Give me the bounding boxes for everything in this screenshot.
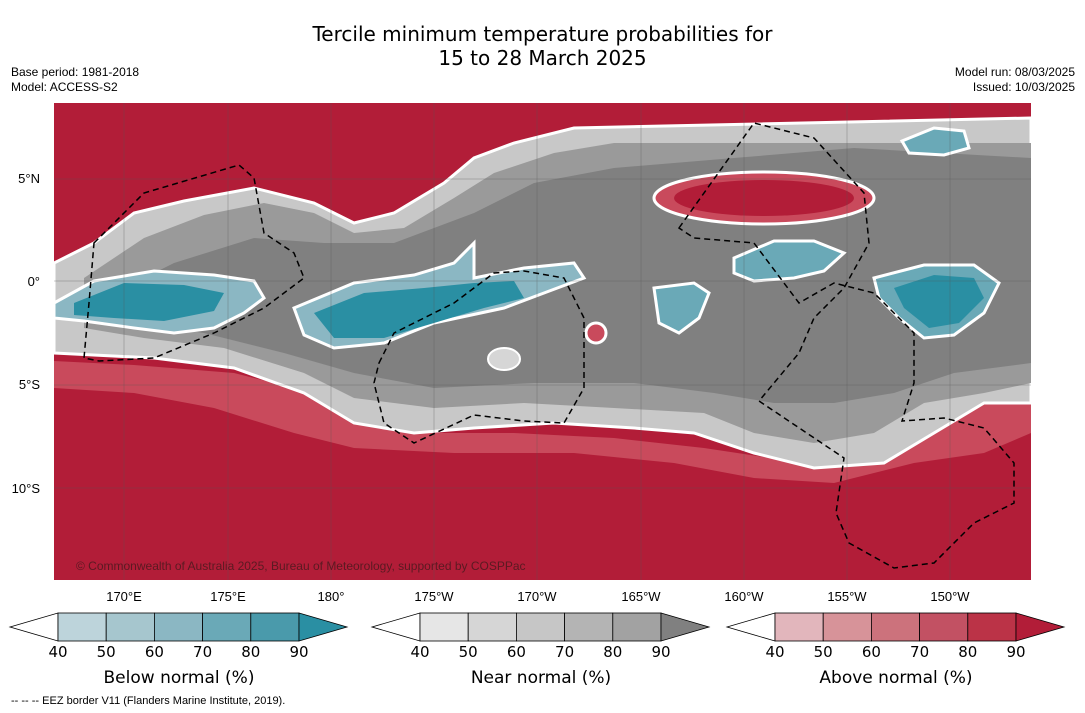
map-graphic [54, 103, 1031, 580]
colorbar-tick-label: 60 [144, 643, 164, 661]
colorbar-extend-low [8, 612, 59, 642]
colorbar-tick-label: 40 [410, 643, 430, 661]
lon-label-175e: 175°E [210, 589, 246, 604]
above-normal-patch-north-core [674, 180, 854, 216]
colorbar-segment [967, 612, 1017, 642]
colorbar-tick-label: 80 [241, 643, 261, 661]
colorbar-tick-label: 90 [651, 643, 671, 661]
colorbar-extend-low [370, 612, 421, 642]
graticule [54, 103, 1031, 580]
colorbar-tick-label: 60 [861, 643, 881, 661]
lon-label-175w: 175°W [414, 589, 454, 604]
colorbars-graphic [8, 612, 1066, 642]
colorbar-extend-high [298, 612, 349, 642]
colorbar-label-below: Below normal (%) [103, 668, 255, 688]
colorbar-tick-label: 70 [193, 643, 213, 661]
colorbar-label-above: Above normal (%) [819, 668, 973, 688]
lat-label-5s: 5°S [18, 377, 40, 392]
colorbar-segment [153, 612, 203, 642]
colorbar-tick-label: 50 [458, 643, 478, 661]
issued-text: Issued: 10/03/2025 [972, 80, 1075, 94]
eez-note: -- -- -- EEZ border V11 (Flanders Marine… [11, 695, 286, 707]
eez-borders [83, 122, 1015, 569]
colorbar-tick-label: 70 [910, 643, 930, 661]
colorbar-tick-label: 50 [813, 643, 833, 661]
colorbar-extend-low [725, 612, 776, 642]
colorbar-segment [419, 612, 469, 642]
colorbar-label-near: Near normal (%) [470, 668, 612, 688]
below-normal-patch-far-east-core [894, 275, 984, 328]
colorbar-segment [871, 612, 921, 642]
lon-label-170w: 170°W [517, 589, 557, 604]
above-normal-dot [584, 321, 608, 345]
colorbar-segment [467, 612, 517, 642]
title-line-1: Tercile minimum temperature probabilitie… [312, 22, 773, 46]
model-run-text: Model run: 08/03/2025 [954, 65, 1075, 79]
lon-label-170e: 170°E [106, 589, 142, 604]
lon-label-150w: 150°W [930, 589, 970, 604]
colorbar-tick-label: 90 [289, 643, 309, 661]
colorbar-extend-high [660, 612, 711, 642]
map-title: Tercile minimum temperature probabilitie… [0, 22, 1085, 70]
lon-label-165w: 165°W [621, 589, 661, 604]
colorbar-segment [250, 612, 300, 642]
near-normal-spot [487, 347, 521, 371]
colorbar-segment [516, 612, 566, 642]
colorbar-tick-label: 60 [506, 643, 526, 661]
lon-label-160w: 160°W [724, 589, 764, 604]
base-period-text: Base period: 1981-2018 [11, 65, 140, 79]
colorbar-segment [774, 612, 824, 642]
below-normal-patch-small [652, 281, 711, 335]
colorbar-segment [202, 612, 252, 642]
colorbar-segment [612, 612, 662, 642]
probability-map [54, 103, 1031, 580]
colorbar-tick-label: 50 [96, 643, 116, 661]
lon-label-155w: 155°W [827, 589, 867, 604]
below-normal-patch-central-core [314, 281, 524, 338]
colorbar-tick-label: 40 [765, 643, 785, 661]
below-normal-patch-east [732, 239, 847, 283]
below-normal-patch-west-core [74, 283, 224, 321]
lat-label-10s: 10°S [11, 481, 40, 496]
model-text: Model: ACCESS-S2 [11, 80, 118, 94]
colorbar-segment [564, 612, 614, 642]
meta-right: Model run: 08/03/2025 Issued: 10/03/2025 [955, 65, 1075, 95]
below-normal-patch-north [899, 126, 971, 157]
meta-left: Base period: 1981-2018 Model: ACCESS-S2 [11, 65, 139, 95]
colorbar-tick-label: 90 [1006, 643, 1026, 661]
colorbar-segment [105, 612, 155, 642]
colorbar-segment [822, 612, 872, 642]
colorbar-segment [919, 612, 969, 642]
colorbar-tick-label: 70 [555, 643, 575, 661]
title-line-2: 15 to 28 March 2025 [438, 46, 647, 70]
colorbar-tick-label: 80 [603, 643, 623, 661]
copyright-text: © Commonwealth of Australia 2025, Bureau… [76, 559, 526, 573]
colorbar-extend-high [1015, 612, 1066, 642]
colorbar-tick-label: 40 [48, 643, 68, 661]
lat-label-5n: 5°N [18, 171, 40, 186]
colorbar-segment [57, 612, 107, 642]
colorbar-tick-label: 80 [958, 643, 978, 661]
lat-label-0: 0° [27, 274, 40, 289]
lon-label-180: 180° [317, 589, 345, 604]
